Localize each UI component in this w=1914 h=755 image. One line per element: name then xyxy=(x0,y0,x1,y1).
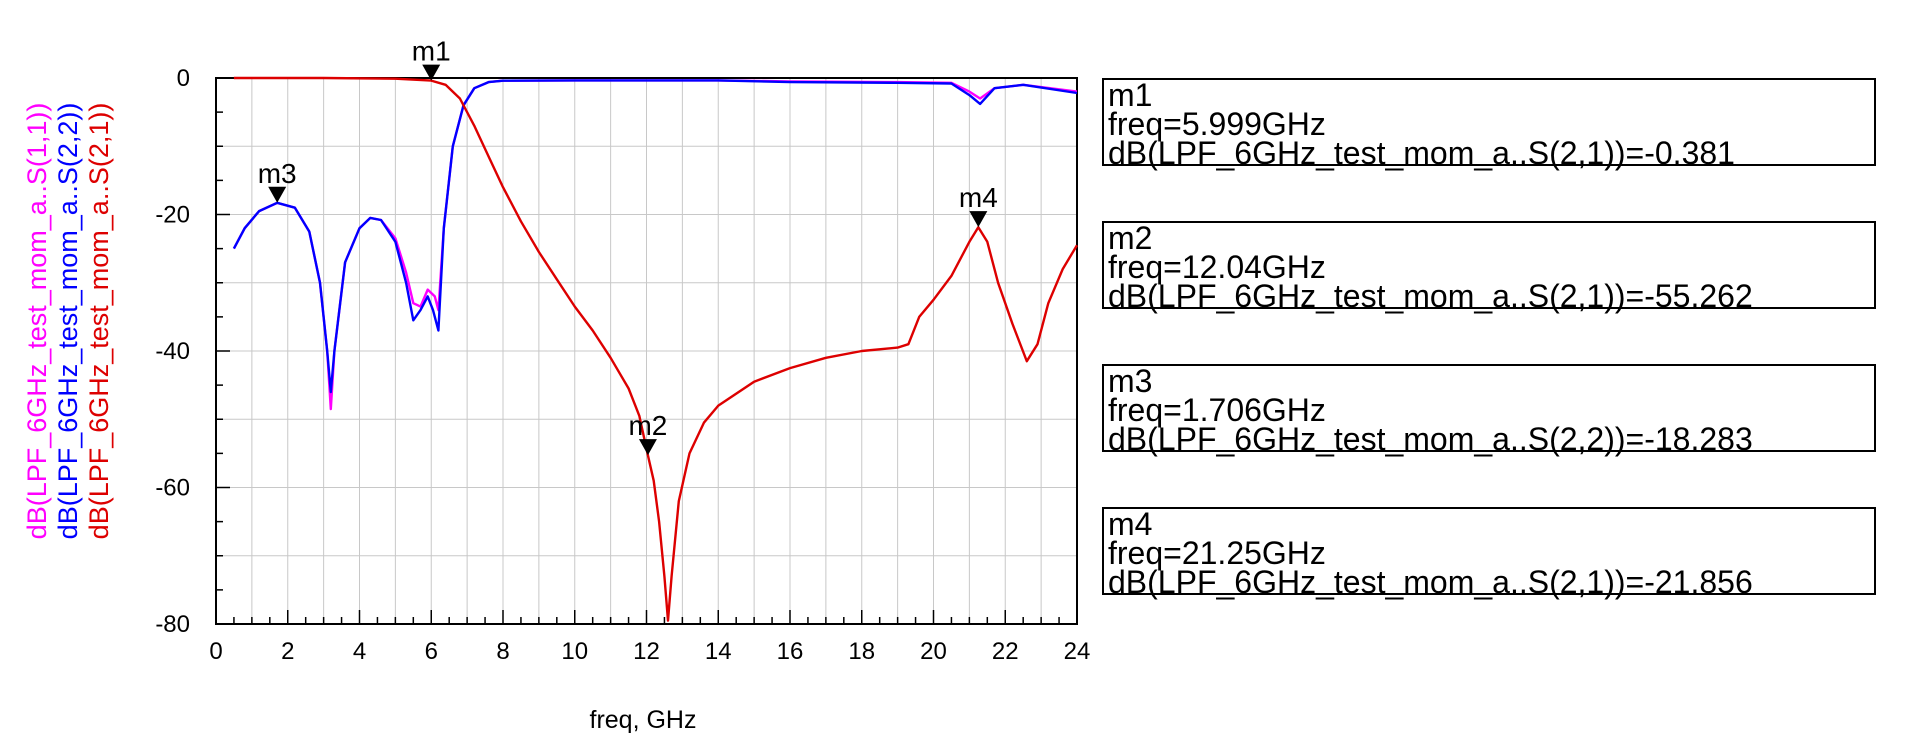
axis-ticks: 0 2 4 6 8 10 12 14 16 18 20 22 240-20-40-60-80 xyxy=(155,65,1090,665)
y-tick-label: -40 xyxy=(155,338,190,365)
x-tick-label: 0 xyxy=(209,638,222,665)
y-axis-labels: dB(LPF_6GHz_test_mom_a..S(1,1)) dB(LPF_6G… xyxy=(22,103,114,540)
series xyxy=(232,76,1079,622)
marker-value: dB(LPF_6GHz_test_mom_a..S(2,1))=-55.262 xyxy=(1108,278,1753,314)
y-tick-label: -80 xyxy=(155,611,190,638)
y-tick-label: 0 xyxy=(177,65,190,92)
marker-name: m4 xyxy=(1108,506,1153,542)
marker-freq: freq=21.25GHz xyxy=(1108,535,1326,571)
x-tick-label: 4 xyxy=(353,638,366,665)
series-line xyxy=(233,76,1079,622)
y-axis-label: dB(LPF_6GHz_test_mom_a..S(1,1)) xyxy=(22,103,52,540)
x-tick-label: 22 xyxy=(992,638,1019,665)
marker-name: m2 xyxy=(1108,220,1153,256)
marker-value: dB(LPF_6GHz_test_mom_a..S(2,1))=-21.856 xyxy=(1108,564,1753,600)
x-tick-label: 6 xyxy=(425,638,438,665)
marker-triangle xyxy=(638,439,657,456)
marker-triangle xyxy=(969,211,988,228)
series-line xyxy=(232,79,1078,411)
marker-triangle xyxy=(422,64,441,81)
x-tick-label: 2 xyxy=(281,638,294,665)
marker-readout-m3: m3 freq=1.706GHz dB(LPF_6GHz_test_mom_a.… xyxy=(1102,363,1876,457)
x-tick-label: 24 xyxy=(1064,638,1091,665)
y-axis-label: dB(LPF_6GHz_test_mom_a..S(2,2)) xyxy=(53,103,83,540)
marker-readout-m4: m4 freq=21.25GHz dB(LPF_6GHz_test_mom_a.… xyxy=(1102,506,1876,600)
x-tick-label: 18 xyxy=(848,638,875,665)
x-tick-label: 10 xyxy=(561,638,588,665)
x-tick-label: 14 xyxy=(705,638,732,665)
marker-value: dB(LPF_6GHz_test_mom_a..S(2,2))=-18.283 xyxy=(1108,421,1753,457)
marker-freq: freq=1.706GHz xyxy=(1108,392,1326,428)
x-tick-label: 8 xyxy=(496,638,509,665)
x-tick-label: 16 xyxy=(777,638,804,665)
marker-label: m4 xyxy=(959,182,998,213)
marker-label: m2 xyxy=(628,410,667,441)
grid xyxy=(216,78,1077,624)
y-tick-label: -60 xyxy=(155,475,190,502)
x-tick-label: 12 xyxy=(633,638,660,665)
marker-freq: freq=12.04GHz xyxy=(1108,249,1326,285)
x-axis-label: freq, GHz xyxy=(590,706,697,734)
marker-label: m3 xyxy=(258,158,297,189)
y-tick-label: -20 xyxy=(155,202,190,229)
markers: m1 m2 m3 m4 xyxy=(258,36,998,456)
marker-value: dB(LPF_6GHz_test_mom_a..S(2,1))=-0.381 xyxy=(1108,135,1735,171)
series-line xyxy=(232,79,1078,394)
marker-freq: freq=5.999GHz xyxy=(1108,106,1326,142)
marker-label: m1 xyxy=(412,36,451,67)
marker-triangle xyxy=(268,186,287,203)
x-tick-label: 20 xyxy=(920,638,947,665)
marker-name: m3 xyxy=(1108,363,1153,399)
marker-name: m1 xyxy=(1108,77,1153,113)
marker-readout-m2: m2 freq=12.04GHz dB(LPF_6GHz_test_mom_a.… xyxy=(1102,220,1876,314)
marker-readout-m1: m1 freq=5.999GHz dB(LPF_6GHz_test_mom_a.… xyxy=(1102,77,1876,171)
y-axis-label: dB(LPF_6GHz_test_mom_a..S(2,1)) xyxy=(84,103,114,540)
